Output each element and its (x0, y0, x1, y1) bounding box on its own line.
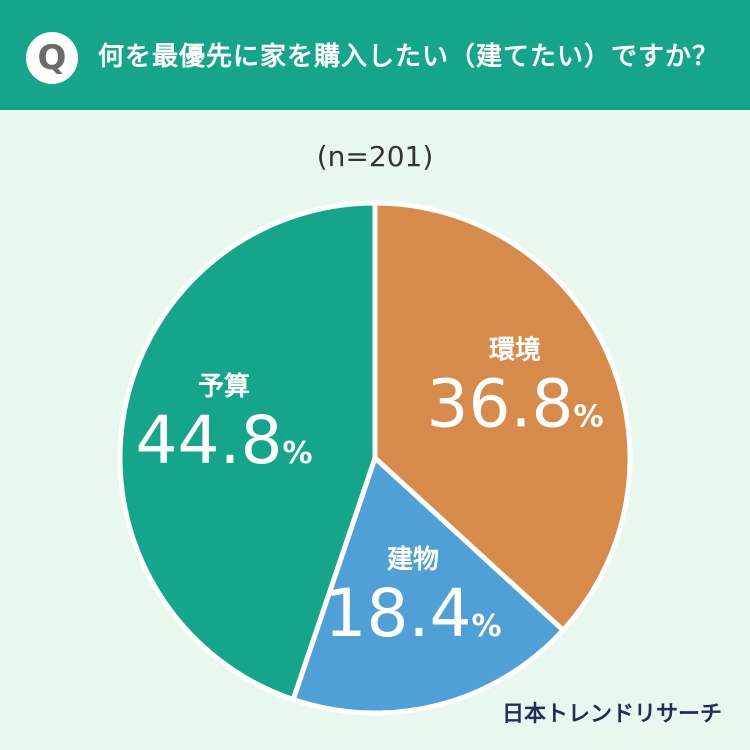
q-badge: Q (26, 32, 78, 84)
slice-category-label: 建物 (387, 545, 439, 575)
question-text: 何を最優先に家を購入したい（建てたい）ですか？ (98, 42, 720, 72)
slice-category-label: 環境 (489, 334, 541, 365)
pie-slice-1 (290, 455, 566, 716)
question-header: Q 何を最優先に家を購入したい（建てたい）ですか？ (0, 0, 750, 110)
slice-category-label: 予算 (198, 371, 250, 402)
slice-value-label: 18.4% (325, 575, 502, 652)
pie-slice-2 (117, 200, 378, 703)
brand-logo-text: 日本トレンドリサーチ (501, 702, 722, 727)
slice-value-label: 36.8% (427, 365, 604, 442)
pie-slice-0 (372, 200, 633, 633)
slice-value-label: 44.8% (136, 402, 313, 479)
sample-size-label: (n=201) (316, 140, 434, 173)
